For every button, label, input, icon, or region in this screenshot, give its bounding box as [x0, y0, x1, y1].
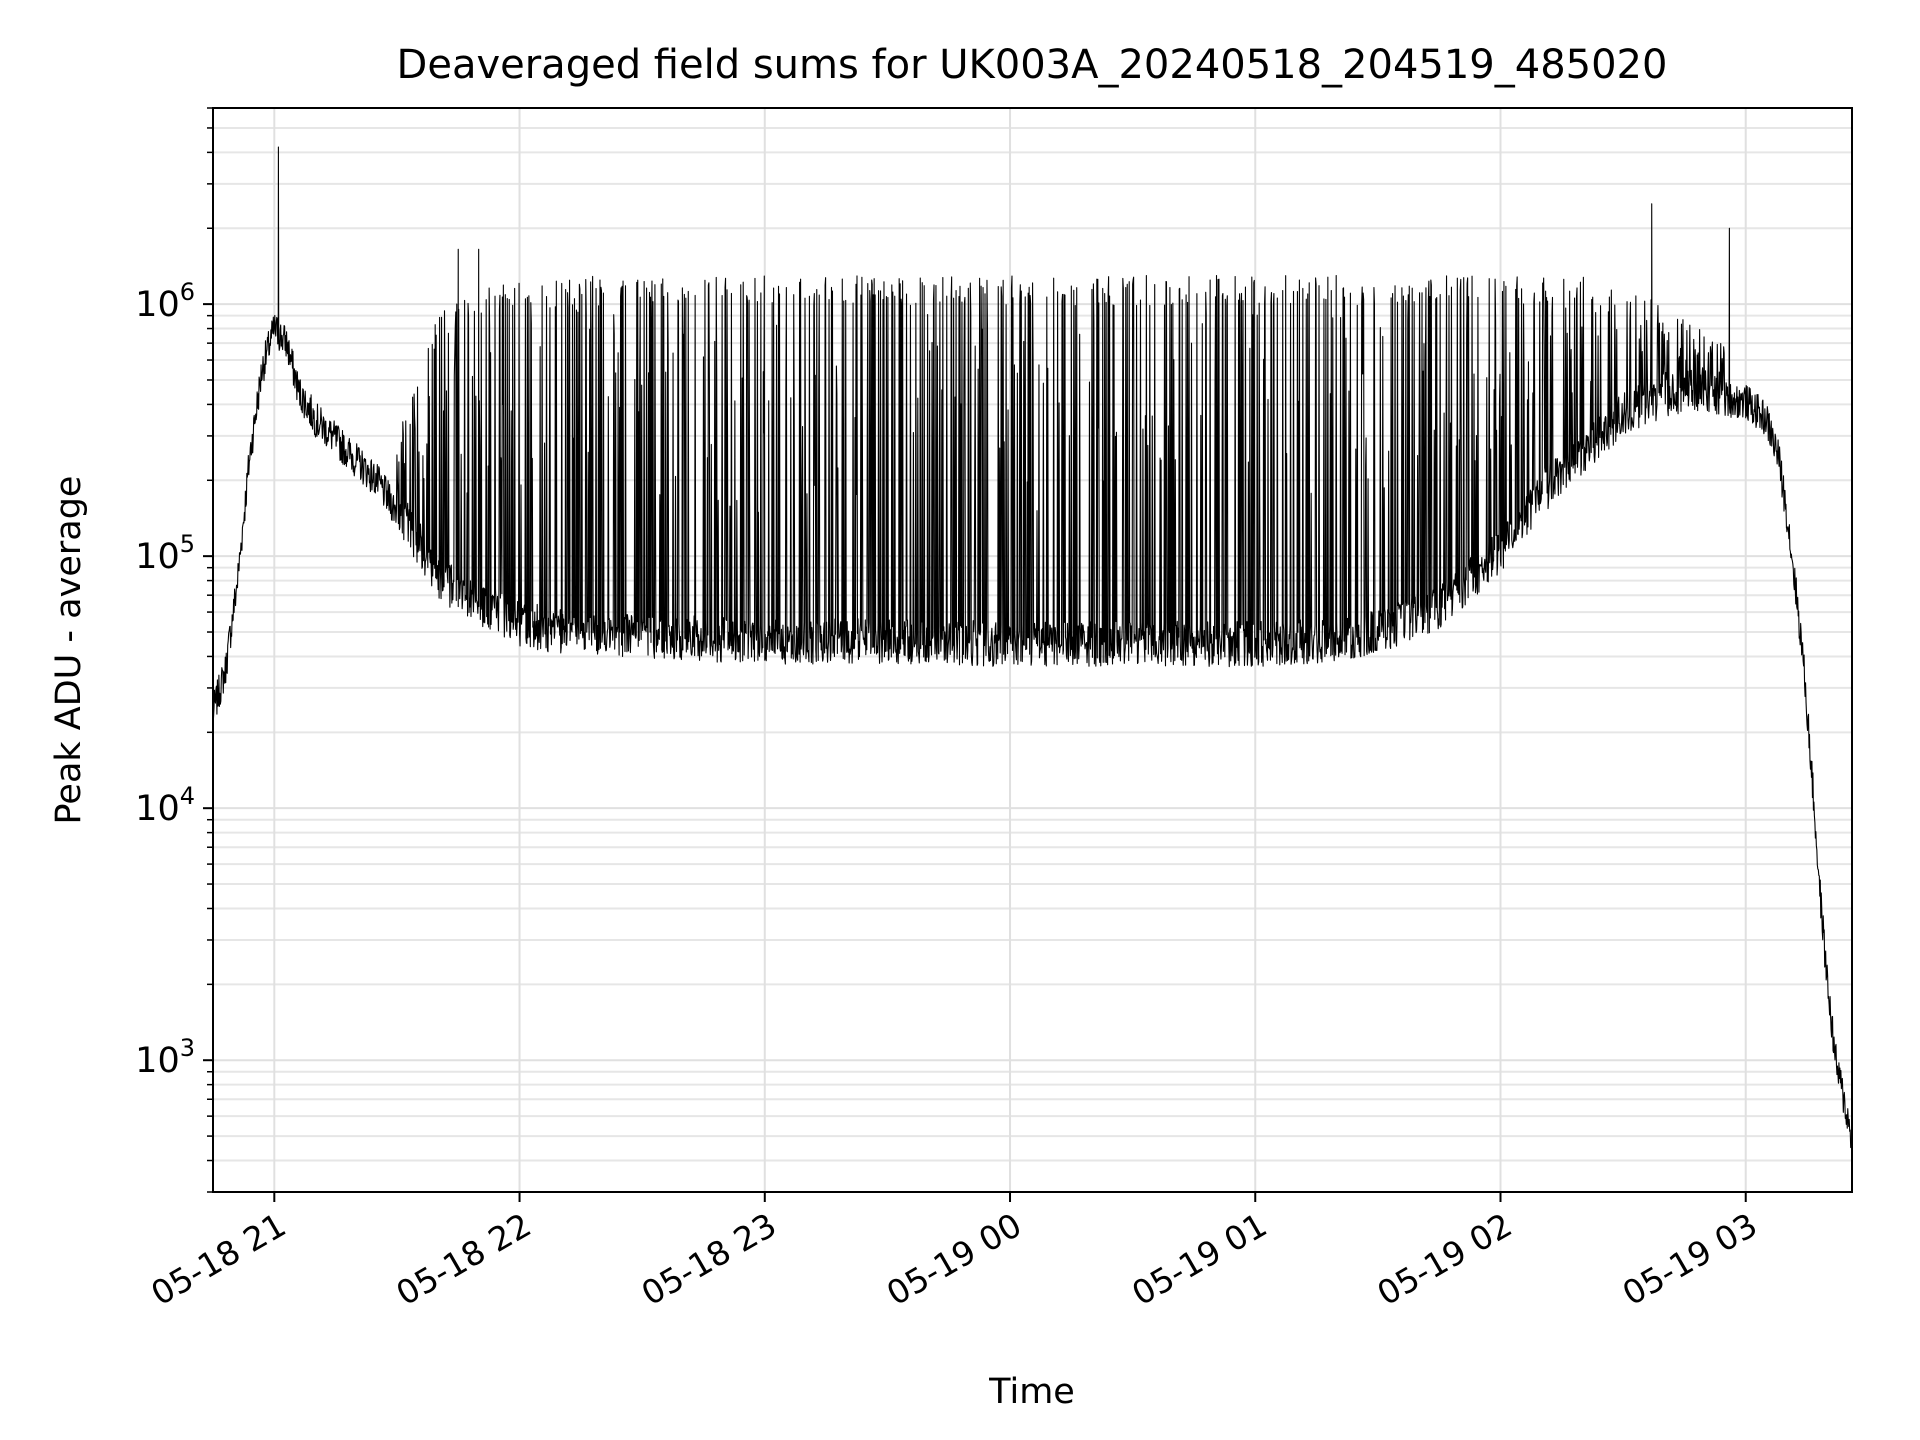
- y-axis-label: Peak ADU - average: [49, 476, 89, 825]
- y-tick-label: 106: [135, 278, 195, 325]
- x-axis-label: Time: [988, 1372, 1075, 1412]
- y-tick-label: 105: [135, 530, 195, 577]
- plot-area: [212, 146, 1853, 1153]
- y-tick-label: 103: [135, 1034, 195, 1081]
- y-tick-label: 104: [135, 782, 195, 829]
- data-line: [212, 146, 1853, 1153]
- chart-title: Deaveraged field sums for UK003A_2024051…: [397, 42, 1668, 88]
- plot-frame: [212, 107, 1853, 1193]
